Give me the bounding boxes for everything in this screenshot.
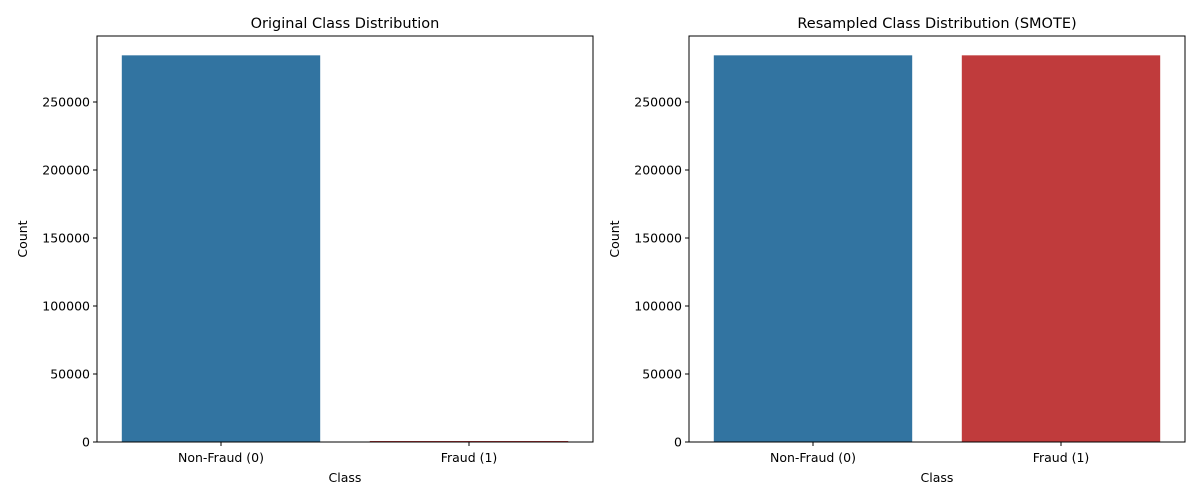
bars — [713, 55, 1161, 442]
x-tick-label: Non-Fraud (0) — [770, 450, 856, 465]
plot-frame — [688, 35, 1186, 443]
y-tick-label: 100000 — [42, 299, 90, 314]
chart-title: Resampled Class Distribution (SMOTE) — [797, 16, 1076, 32]
y-tick-label: 50000 — [50, 367, 90, 382]
y-tick-label: 0 — [82, 435, 90, 450]
y-axis-label: Count — [607, 220, 622, 257]
y-tick-label: 250000 — [634, 95, 682, 110]
bar-non-fraud — [713, 55, 913, 442]
bar-non-fraud — [121, 55, 321, 442]
x-axis-ticks: Non-Fraud (0) Fraud (1) — [178, 442, 497, 465]
x-axis-ticks: Non-Fraud (0) Fraud (1) — [770, 442, 1089, 465]
y-tick-label: 200000 — [42, 163, 90, 178]
bars — [121, 55, 569, 442]
x-tick-label: Non-Fraud (0) — [178, 450, 264, 465]
x-tick-label: Fraud (1) — [1033, 450, 1090, 465]
y-axis-label: Count — [15, 220, 30, 257]
y-tick-label: 50000 — [642, 367, 682, 382]
x-tick-label: Fraud (1) — [441, 450, 498, 465]
y-tick-label: 250000 — [42, 95, 90, 110]
chart-resampled-distribution: Resampled Class Distribution (SMOTE) 0 50… — [607, 16, 1186, 485]
chart-original-distribution: Original Class Distribution 0 50000 100000… — [15, 16, 594, 485]
chart-title: Original Class Distribution — [251, 16, 440, 32]
x-axis-label: Class — [329, 470, 362, 485]
y-tick-label: 200000 — [634, 163, 682, 178]
plot-frame — [96, 35, 594, 443]
x-axis-label: Class — [921, 470, 954, 485]
bar-fraud — [961, 55, 1161, 442]
y-tick-label: 150000 — [634, 231, 682, 246]
y-tick-label: 0 — [674, 435, 682, 450]
y-tick-label: 100000 — [634, 299, 682, 314]
y-tick-label: 150000 — [42, 231, 90, 246]
y-axis-ticks: 0 50000 100000 150000 200000 250000 — [42, 95, 97, 450]
y-axis-ticks: 0 50000 100000 150000 200000 250000 — [634, 95, 689, 450]
